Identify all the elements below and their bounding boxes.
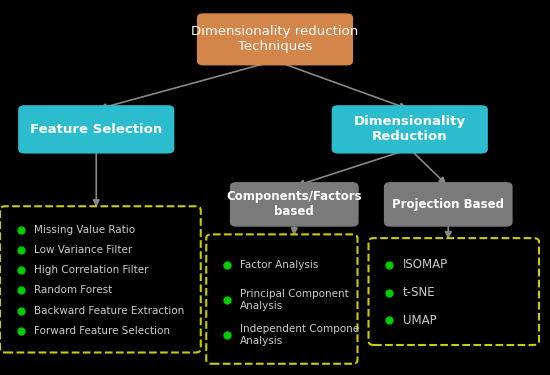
Text: Dimensionality
Reduction: Dimensionality Reduction — [354, 116, 466, 143]
Text: Dimensionality reduction
Techniques: Dimensionality reduction Techniques — [191, 26, 359, 53]
Text: Projection Based: Projection Based — [392, 198, 504, 211]
Text: Feature Selection: Feature Selection — [30, 123, 162, 136]
Text: Principal Component
Analysis: Principal Component Analysis — [240, 289, 349, 311]
Text: Independent Compone
Analysis: Independent Compone Analysis — [240, 324, 360, 346]
FancyBboxPatch shape — [230, 182, 359, 226]
Text: UMAP: UMAP — [403, 314, 436, 327]
FancyBboxPatch shape — [197, 13, 353, 65]
FancyBboxPatch shape — [384, 182, 513, 226]
Text: Random Forest: Random Forest — [34, 285, 112, 296]
Text: Factor Analysis: Factor Analysis — [240, 260, 319, 270]
Text: Low Variance Filter: Low Variance Filter — [34, 245, 133, 255]
Text: Backward Feature Extraction: Backward Feature Extraction — [34, 306, 184, 316]
Text: Missing Value Ratio: Missing Value Ratio — [34, 225, 135, 234]
Text: Components/Factors
based: Components/Factors based — [227, 190, 362, 218]
FancyBboxPatch shape — [332, 105, 488, 154]
Text: ISOMAP: ISOMAP — [403, 258, 448, 272]
Text: High Correlation Filter: High Correlation Filter — [34, 265, 148, 275]
FancyBboxPatch shape — [18, 105, 174, 154]
Text: Forward Feature Selection: Forward Feature Selection — [34, 326, 170, 336]
Text: t-SNE: t-SNE — [403, 286, 435, 299]
